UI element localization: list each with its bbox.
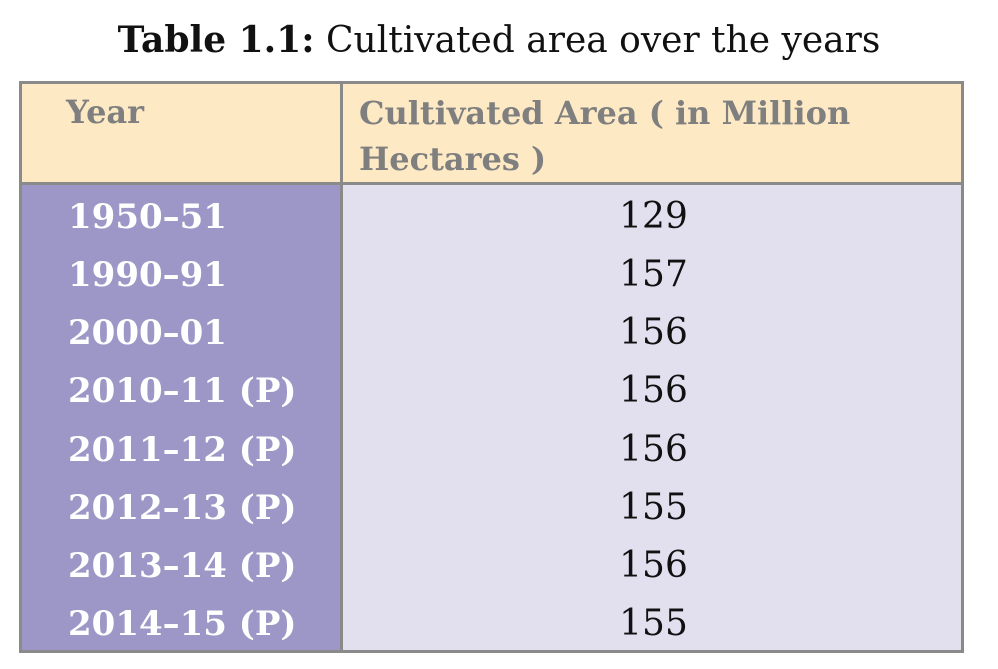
year-cell: 2010–11 (P) [68, 371, 297, 411]
table-row: 2010–11 (P) 156 [22, 362, 961, 420]
table-row: 2011–12 (P) 156 [22, 421, 961, 479]
area-cell: 156 [619, 545, 688, 586]
cultivated-area-table: Year Cultivated Area ( in Million Hectar… [19, 81, 964, 653]
year-cell: 2013–14 (P) [68, 546, 297, 586]
table-row: 2012–13 (P) 155 [22, 479, 961, 537]
year-column [22, 185, 343, 650]
year-cell: 1990–91 [68, 255, 227, 295]
header-year: Year [22, 84, 343, 182]
year-cell: 2014–15 (P) [68, 604, 297, 644]
table-row: 1950–51 129 [22, 188, 961, 246]
table-header-row: Year Cultivated Area ( in Million Hectar… [22, 84, 961, 185]
caption-text: Cultivated area over the years [326, 20, 881, 61]
year-cell: 1950–51 [68, 197, 227, 237]
area-cell: 155 [619, 603, 688, 644]
area-cell: 156 [619, 429, 688, 470]
table-row: 2000–01 156 [22, 304, 961, 362]
table-body: 1950–51 129 1990–91 157 2000–01 156 2010… [22, 185, 961, 650]
table-row: 2014–15 (P) 155 [22, 595, 961, 653]
area-cell: 129 [619, 196, 688, 237]
area-cell: 157 [619, 254, 688, 295]
year-cell: 2000–01 [68, 313, 227, 353]
area-cell: 155 [619, 487, 688, 528]
year-cell: 2012–13 (P) [68, 488, 297, 528]
table-row: 1990–91 157 [22, 246, 961, 304]
table-row: 2013–14 (P) 156 [22, 537, 961, 595]
header-cultivated-area: Cultivated Area ( in Million Hectares ) [359, 94, 851, 178]
area-cell: 156 [619, 312, 688, 353]
area-cell: 156 [619, 370, 688, 411]
year-cell: 2011–12 (P) [68, 430, 297, 470]
caption-label: Table 1.1: [117, 19, 315, 61]
table-caption: Table 1.1: Cultivated area over the year… [0, 18, 998, 63]
